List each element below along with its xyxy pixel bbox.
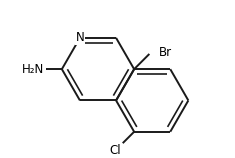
Text: H₂N: H₂N: [22, 63, 44, 76]
Text: Br: Br: [159, 46, 172, 59]
Text: N: N: [76, 31, 84, 44]
Text: Cl: Cl: [109, 144, 121, 157]
